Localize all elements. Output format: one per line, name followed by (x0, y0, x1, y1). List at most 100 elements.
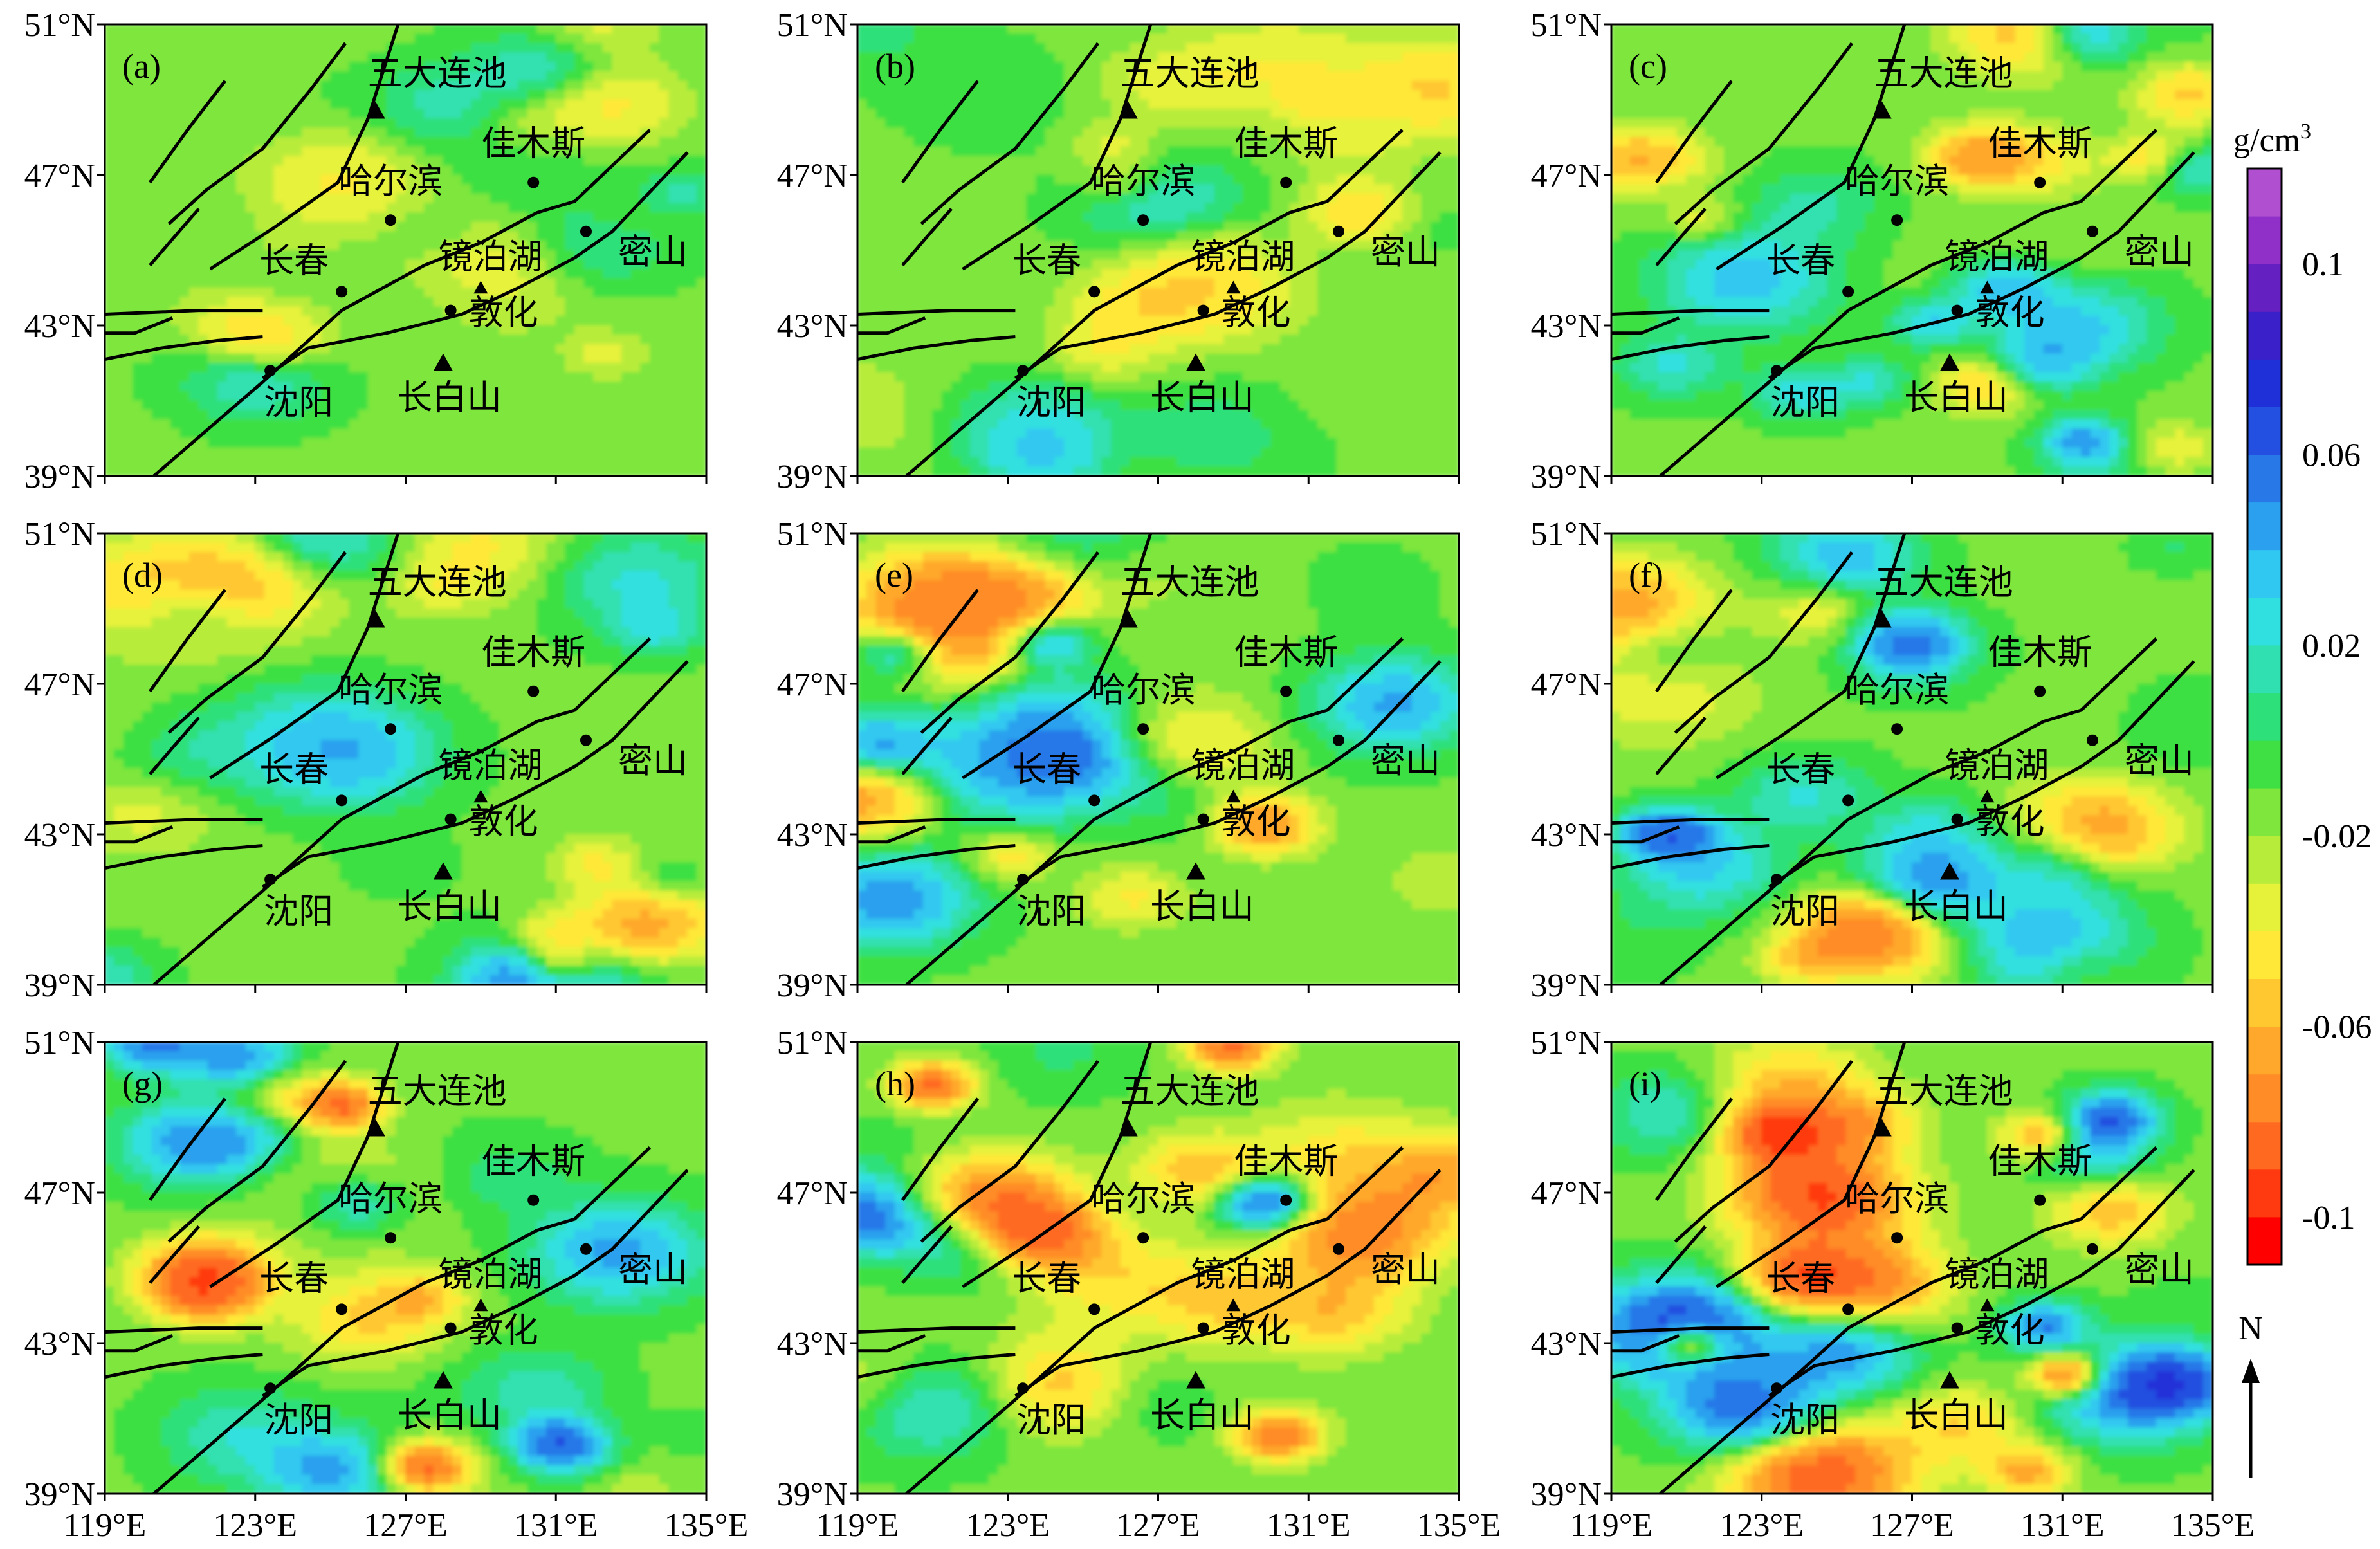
density-cell (612, 42, 623, 53)
density-cell (424, 156, 434, 167)
density-cell (960, 231, 971, 242)
density-cell (217, 165, 228, 176)
density-cell (133, 390, 143, 401)
density-cell (687, 466, 698, 476)
density-cell (396, 137, 407, 147)
density-cell (1073, 221, 1084, 232)
density-cell (1308, 71, 1319, 82)
density-cell (640, 52, 650, 63)
density-cell (396, 184, 407, 194)
density-cell (1299, 80, 1309, 91)
fault-line (167, 42, 347, 225)
density-cell (142, 466, 152, 476)
density-cell (1167, 156, 1178, 167)
density-cell (1355, 259, 1366, 270)
density-cell (170, 381, 181, 392)
density-cell (302, 315, 313, 326)
density-cell (311, 466, 322, 476)
density-cell (875, 240, 886, 251)
density-cell (866, 71, 877, 82)
density-cell (236, 466, 246, 476)
density-cell (461, 344, 472, 354)
density-cell (687, 288, 698, 298)
density-cell (1355, 99, 1366, 110)
density-cell (989, 203, 999, 214)
density-cell (443, 390, 453, 401)
density-cell (1261, 24, 1272, 35)
density-cell (170, 193, 181, 204)
density-cell (480, 174, 491, 185)
density-cell (499, 62, 509, 72)
density-cell (264, 174, 275, 185)
density-cell (142, 156, 152, 167)
density-cell (866, 184, 877, 194)
density-cell (386, 259, 397, 270)
density-cell (1336, 193, 1347, 204)
density-cell (179, 118, 190, 129)
density-cell (1176, 42, 1187, 53)
density-cell (536, 156, 547, 167)
density-cell (1205, 221, 1215, 232)
density-cell (1158, 193, 1168, 204)
density-cell (649, 203, 660, 214)
density-cell (932, 146, 943, 157)
density-cell (461, 335, 472, 345)
density-cell (1308, 89, 1319, 100)
density-cell (1364, 212, 1375, 223)
density-cell (640, 203, 650, 214)
density-cell (602, 71, 613, 82)
density-cell (1299, 33, 1309, 44)
density-cell (668, 335, 679, 345)
density-cell (621, 268, 632, 279)
density-cell (1176, 52, 1187, 63)
density-cell (461, 212, 472, 223)
density-cell (424, 447, 434, 458)
density-cell (1279, 80, 1290, 91)
density-cell (659, 109, 670, 119)
density-cell (1261, 165, 1272, 176)
density-cell (913, 297, 924, 307)
density-cell (1223, 62, 1234, 72)
density-cell (114, 221, 124, 232)
density-cell (292, 335, 303, 345)
density-cell (490, 240, 500, 251)
density-cell (1063, 221, 1074, 232)
density-cell (226, 80, 237, 91)
density-cell (546, 212, 556, 223)
density-cell (1383, 24, 1394, 35)
density-cell (1026, 109, 1037, 119)
density-cell (461, 99, 472, 110)
density-cell (1346, 89, 1356, 100)
density-cell (546, 99, 556, 110)
density-cell (649, 400, 660, 411)
density-cell (894, 146, 905, 157)
density-cell (302, 221, 313, 232)
density-cell (339, 419, 350, 430)
density-cell (857, 174, 868, 185)
density-cell (1176, 231, 1187, 242)
density-cell (894, 278, 905, 289)
density-cell (649, 89, 660, 100)
density-cell (527, 268, 538, 279)
density-cell (358, 306, 369, 317)
density-cell (574, 353, 585, 364)
density-cell (960, 137, 971, 147)
density-cell (1289, 80, 1300, 91)
density-cell (1355, 203, 1366, 214)
density-cell (621, 62, 632, 72)
density-cell (1185, 52, 1196, 63)
density-cell (1336, 118, 1347, 129)
density-cell (161, 259, 171, 270)
density-cell (1214, 118, 1225, 129)
density-cell (1176, 212, 1187, 223)
density-cell (433, 400, 444, 411)
density-cell (1176, 184, 1187, 194)
density-cell (208, 438, 218, 448)
density-cell (677, 390, 688, 401)
density-cell (292, 221, 303, 232)
density-cell (1252, 89, 1262, 100)
density-cell (565, 118, 576, 129)
density-cell (574, 203, 585, 214)
density-cell (311, 42, 322, 53)
density-cell (217, 447, 228, 458)
